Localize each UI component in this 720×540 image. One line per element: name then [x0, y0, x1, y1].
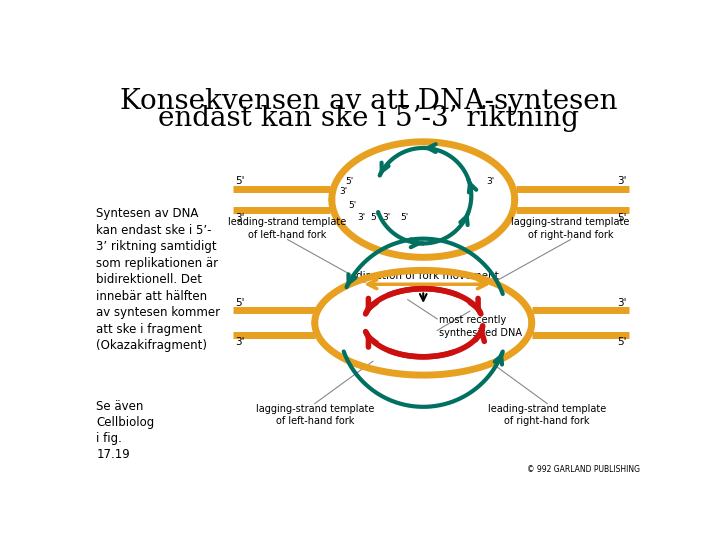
Text: 5': 5': [235, 298, 244, 308]
Text: 3': 3': [383, 213, 391, 222]
Text: Konsekvensen av att DNA-syntesen: Konsekvensen av att DNA-syntesen: [120, 88, 618, 115]
Text: Se även
Cellbiolog
i fig.
17.19: Se även Cellbiolog i fig. 17.19: [96, 400, 155, 461]
Text: endast kan ske i 5’-3’ riktning: endast kan ske i 5’-3’ riktning: [158, 105, 580, 132]
Text: 5': 5': [618, 213, 627, 222]
Text: lagging-strand template
of right-hand fork: lagging-strand template of right-hand fo…: [511, 217, 630, 240]
Text: 3': 3': [357, 213, 365, 222]
Text: 5': 5': [235, 177, 244, 186]
Text: 3': 3': [340, 187, 348, 197]
Text: 3': 3': [235, 338, 244, 347]
Text: 5': 5': [400, 213, 408, 222]
Text: 3': 3': [618, 177, 627, 186]
Text: 3': 3': [235, 213, 244, 222]
Text: 3': 3': [618, 298, 627, 308]
Text: direction of fork movement: direction of fork movement: [356, 271, 498, 281]
Text: Syntesen av DNA
kan endast ske i 5’-
3’ riktning samtidigt
som replikationen är
: Syntesen av DNA kan endast ske i 5’- 3’ …: [96, 207, 220, 352]
Text: most recently
synthesized DNA: most recently synthesized DNA: [438, 315, 522, 338]
Text: 5': 5': [370, 213, 379, 222]
Text: 5': 5': [346, 177, 354, 186]
Text: 5': 5': [618, 338, 627, 347]
Text: 3': 3': [486, 177, 495, 186]
Text: 5': 5': [348, 201, 356, 210]
Text: leading-strand template
of left-hand fork: leading-strand template of left-hand for…: [228, 217, 347, 240]
Text: leading-strand template
of right-hand fork: leading-strand template of right-hand fo…: [488, 403, 606, 426]
Text: lagging-strand template
of left-hand fork: lagging-strand template of left-hand for…: [256, 403, 374, 426]
Text: © 992 GARLAND PUBLISHING: © 992 GARLAND PUBLISHING: [527, 465, 640, 475]
